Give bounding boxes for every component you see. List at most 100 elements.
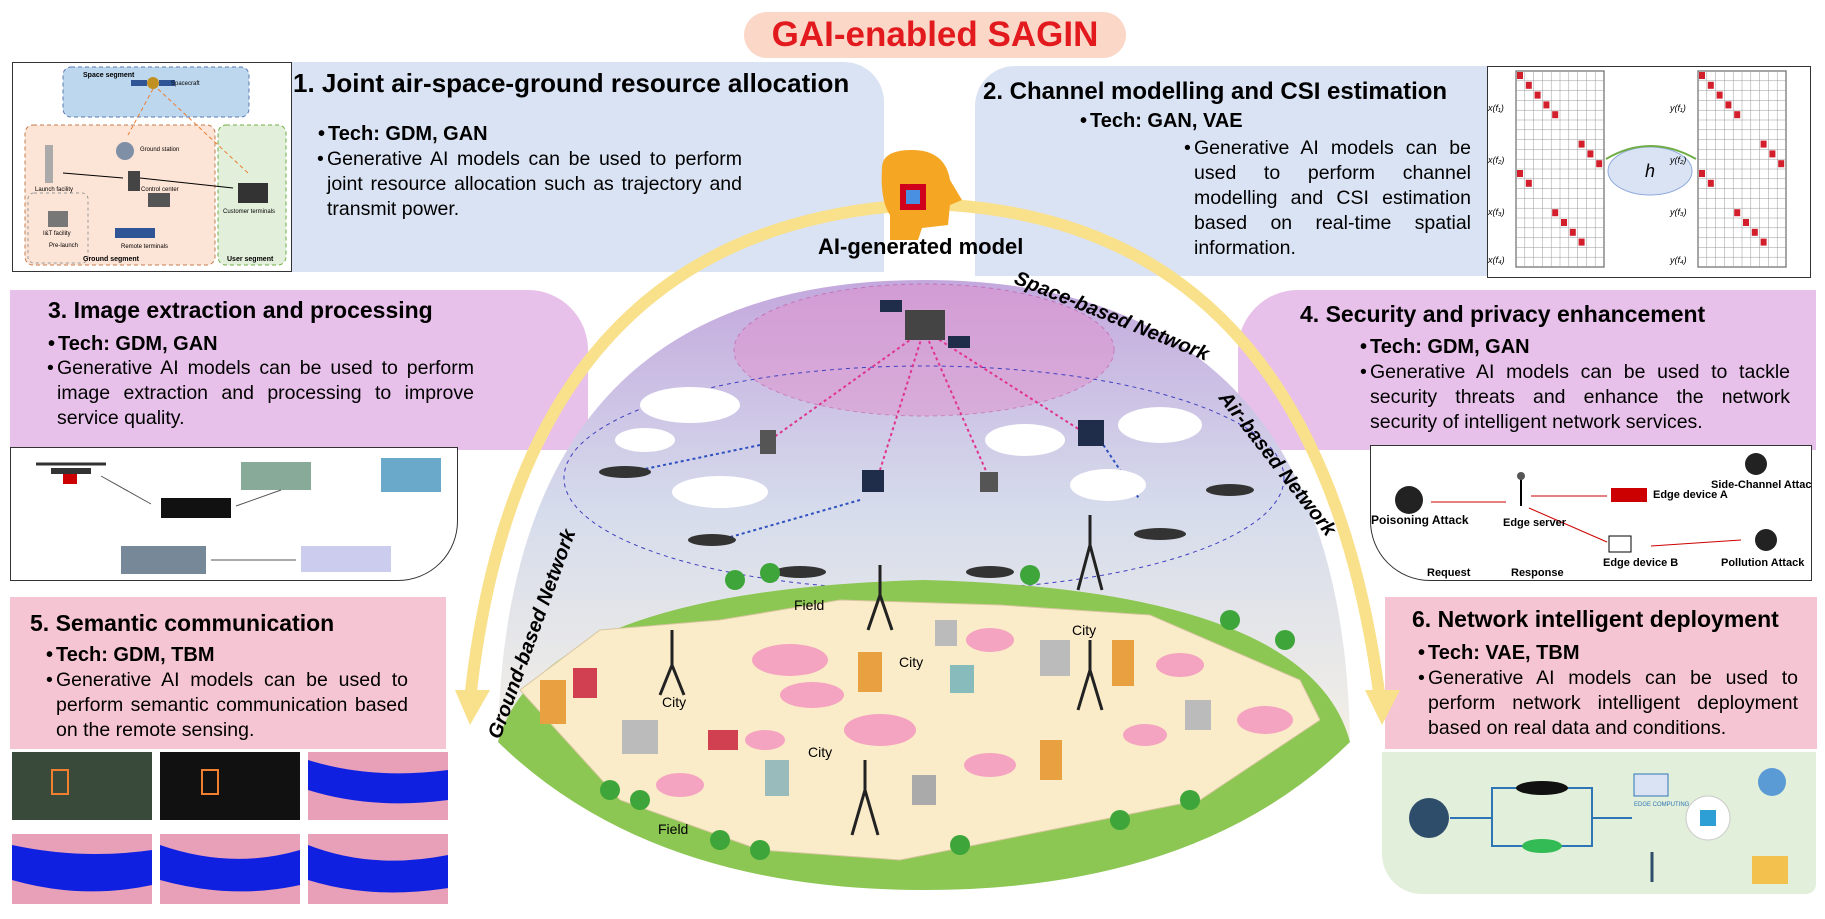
panel-5-tech: Tech: GDM, TBM bbox=[46, 644, 214, 667]
place-city-top: City bbox=[1072, 622, 1096, 638]
panel-1-tech: Tech: GDM, GAN bbox=[318, 123, 488, 146]
drone-icons bbox=[599, 466, 1254, 578]
panel-6-desc: Generative AI models can be used to perf… bbox=[1418, 666, 1798, 741]
page-title: GAI-enabled SAGIN bbox=[771, 15, 1099, 54]
label-x4: x(f₄) bbox=[1488, 255, 1505, 265]
thumb-resource-allocation: Space segment Spacecraft Ground station … bbox=[12, 62, 292, 272]
satellite-icon bbox=[880, 300, 970, 348]
csi-matrix-diagram: h x(f₁) x(f₂) x(f₃) x(f₄) y(f₁) y(f₂) y(… bbox=[1488, 70, 1787, 268]
label-customer-terminals: Customer terminals bbox=[223, 209, 275, 215]
edge-computing-icon bbox=[1633, 773, 1669, 797]
label-remote-terminals: Remote terminals bbox=[121, 244, 168, 250]
edge-device-a-icon bbox=[1611, 488, 1647, 502]
panel-2-tech: Tech: GAN, VAE bbox=[1080, 110, 1243, 133]
satellite-segments-diagram: Space segment Spacecraft Ground station … bbox=[24, 66, 287, 266]
folder-icon bbox=[1752, 856, 1788, 884]
place-city-mid: City bbox=[808, 744, 832, 760]
thumb-channel-modelling: h x(f₁) x(f₂) x(f₃) x(f₄) y(f₁) y(f₂) y(… bbox=[1487, 66, 1811, 278]
facility-icon bbox=[48, 211, 68, 227]
panel-3-desc: Generative AI models can be used to perf… bbox=[47, 356, 474, 431]
panel-2-title: 2. Channel modelling and CSI estimation bbox=[983, 78, 1448, 105]
side-channel-attacker-icon bbox=[1745, 453, 1767, 475]
label-pollution: Pollution Attack bbox=[1721, 557, 1805, 569]
image-processing-pipeline bbox=[36, 458, 441, 574]
label-edge-device-a: Edge device A bbox=[1653, 489, 1728, 501]
thumb-semantic-communication bbox=[12, 750, 450, 908]
clouds bbox=[615, 387, 1202, 508]
place-field-bottom: Field bbox=[658, 821, 688, 837]
panel-1-desc: Generative AI models can be used to perf… bbox=[317, 147, 742, 222]
security-threat-diagram: Poisoning Attack Edge server Edge device… bbox=[1371, 453, 1811, 579]
pollution-attacker-icon bbox=[1755, 529, 1777, 551]
poisoning-attack-icon bbox=[1395, 486, 1423, 514]
panel-1-title: 1. Joint air-space-ground resource alloc… bbox=[293, 68, 850, 98]
panel-4-tech: Tech: GDM, GAN bbox=[1360, 336, 1530, 359]
label-y3: y(f₃) bbox=[1669, 207, 1687, 217]
label-ground-segment: Ground segment bbox=[83, 256, 140, 263]
label-y2: y(f₂) bbox=[1669, 155, 1686, 165]
label-x2: x(f₂) bbox=[1488, 155, 1504, 165]
panel-5-title: 5. Semantic communication bbox=[30, 610, 335, 636]
sensing-tile-2 bbox=[160, 752, 300, 820]
spacecraft-icon bbox=[131, 77, 175, 89]
air-layer-ellipse bbox=[563, 365, 1285, 591]
label-x1: x(f₁) bbox=[1488, 103, 1504, 113]
satellite-icon bbox=[1078, 420, 1104, 446]
panel-4-title: 4. Security and privacy enhancement bbox=[1300, 301, 1706, 327]
place-city-center: City bbox=[899, 654, 923, 670]
drone-icon bbox=[36, 462, 106, 484]
drone-icon-2 bbox=[1522, 839, 1562, 853]
label-launch-facility: Launch facility bbox=[35, 187, 73, 193]
map-image bbox=[241, 462, 311, 490]
panel-3-tech: Tech: GDM, GAN bbox=[48, 333, 218, 356]
remote-terminal-icon bbox=[115, 228, 155, 238]
computer-icon bbox=[161, 498, 231, 518]
customer-terminal-icon bbox=[238, 183, 268, 203]
ground-arc-left bbox=[464, 199, 911, 701]
label-edge-server: Edge server bbox=[1503, 517, 1567, 529]
positioning-platform bbox=[301, 546, 391, 572]
panel-6-tech: Tech: VAE, TBM bbox=[1418, 642, 1580, 665]
label-iat-facility: I&T facility bbox=[43, 231, 71, 237]
panel-5-desc: Generative AI models can be used to perf… bbox=[46, 668, 408, 743]
label-edge-device-b: Edge device B bbox=[1603, 557, 1678, 569]
label-control-center: Control center bbox=[141, 187, 179, 193]
satellite-image bbox=[381, 458, 441, 492]
label-ground-station: Ground station bbox=[140, 147, 179, 153]
building-icons bbox=[540, 620, 1211, 805]
label-side-channel: Side-Channel Attack bbox=[1711, 479, 1811, 491]
label-user-segment: User segment bbox=[227, 256, 274, 263]
cloud-server-icon bbox=[1758, 768, 1786, 796]
label-y4: y(f₄) bbox=[1669, 255, 1687, 265]
ground-arc-right bbox=[949, 199, 1386, 701]
server-icon bbox=[128, 171, 140, 191]
label-poisoning-attack: Poisoning Attack bbox=[1371, 513, 1469, 527]
label-x3: x(f₃) bbox=[1488, 207, 1505, 217]
label-request: Request bbox=[1427, 567, 1471, 579]
label-spacecraft: Spacecraft bbox=[171, 81, 200, 87]
label-edge-computing: EDGE COMPUTING bbox=[1634, 802, 1690, 808]
cell-tower-icons bbox=[658, 515, 1104, 836]
edge-device-b-icon bbox=[1608, 535, 1632, 553]
place-city-left: City bbox=[662, 694, 686, 710]
label-response: Response bbox=[1511, 567, 1564, 579]
title-pill bbox=[744, 12, 1126, 58]
deployment-diagram: EDGE COMPUTING bbox=[1409, 768, 1788, 884]
monitor-icon bbox=[148, 193, 170, 207]
launch-tower-icon bbox=[45, 145, 53, 183]
label-pre-launch: Pre-launch bbox=[49, 243, 78, 249]
satellite-icon bbox=[980, 472, 998, 492]
panel-2-desc: Generative AI models can be used to perf… bbox=[1184, 136, 1471, 261]
remote-sensing-tiles bbox=[12, 752, 448, 904]
satellite-badge-icon bbox=[1409, 798, 1449, 838]
thumb-security: Poisoning Attack Edge server Edge device… bbox=[1370, 445, 1812, 581]
ground-station-icon bbox=[116, 142, 134, 160]
place-field-top: Field bbox=[794, 597, 824, 613]
label-space-segment: Space segment bbox=[83, 72, 135, 79]
tree-icons bbox=[600, 563, 1295, 860]
ai-model-label: AI-generated model bbox=[818, 234, 1023, 259]
sensing-tile-1 bbox=[12, 752, 152, 820]
channel-h-label: h bbox=[1645, 161, 1655, 181]
label-y1: y(f₁) bbox=[1669, 103, 1686, 113]
